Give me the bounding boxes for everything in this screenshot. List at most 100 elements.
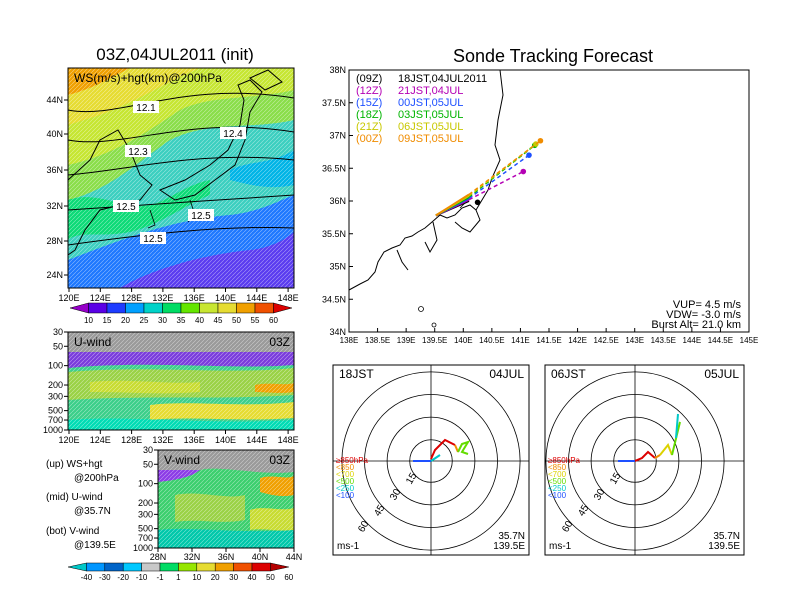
hodo-date: 04JUL bbox=[489, 367, 524, 381]
bottom-colorbar-cell bbox=[141, 562, 161, 572]
map-colorbar-label: 25 bbox=[140, 316, 149, 325]
hodo-ring-label: 30 bbox=[388, 487, 403, 503]
hodo-trace bbox=[675, 413, 679, 439]
hodo-lon: 139.5E bbox=[493, 541, 525, 552]
map-lon-label: 140E bbox=[215, 293, 236, 303]
bottom-colorbar-label: 30 bbox=[229, 573, 238, 582]
track-lat-label: 36N bbox=[329, 196, 346, 206]
hodo-ring-label: 30 bbox=[592, 487, 607, 503]
track-lat-label: 37N bbox=[329, 131, 346, 141]
map-lon-label: 148E bbox=[278, 293, 299, 303]
map-lon-label: 120E bbox=[58, 293, 79, 303]
map-lat-ticks: 44N 40N 36N 32N 28N 24N bbox=[46, 95, 68, 280]
map-colorbar-label: 55 bbox=[251, 316, 260, 325]
map-colorbar-cell bbox=[69, 302, 89, 314]
sonde-drift bbox=[468, 170, 524, 201]
bottom-colorbar-cell bbox=[251, 562, 271, 572]
bottom-colorbar-cell bbox=[214, 562, 234, 572]
hodo-trace bbox=[654, 454, 661, 459]
map-colorbar-cell bbox=[180, 302, 200, 314]
hodo-time: 06JST bbox=[551, 367, 586, 381]
bottom-colorbar-label: 1 bbox=[176, 573, 181, 582]
map-colorbar-label: 35 bbox=[177, 316, 186, 325]
u-x-label: 144E bbox=[246, 435, 267, 445]
map-colorbar-cell bbox=[125, 302, 145, 314]
pressure-label: 500 bbox=[48, 406, 63, 416]
u-panel-label: U-wind bbox=[74, 335, 111, 349]
track-lon-label: 142.5E bbox=[593, 336, 618, 345]
map-lat-label: 40N bbox=[46, 129, 63, 139]
hodo-level-label: <700 bbox=[336, 470, 355, 479]
map-colorbar-cell bbox=[199, 302, 219, 314]
track-lat-label: 38N bbox=[329, 65, 346, 75]
pressure-label: 200 bbox=[48, 380, 63, 390]
pressure-label: 30 bbox=[143, 445, 153, 455]
v-panel-time: 03Z bbox=[269, 453, 290, 467]
contour-label-2: 12.3 bbox=[128, 147, 148, 158]
map-colorbar-label: 50 bbox=[232, 316, 241, 325]
hodo-frame bbox=[544, 364, 745, 556]
bottom-colorbar-label: 10 bbox=[192, 573, 201, 582]
track-lat-label: 34.5N bbox=[322, 294, 346, 304]
contour-label-5: 12.5 bbox=[143, 234, 163, 245]
hodo-trace bbox=[430, 438, 456, 460]
track-lon-label: 138.5E bbox=[365, 336, 390, 345]
sonde-drift bbox=[468, 140, 541, 196]
pressure-label: 300 bbox=[138, 509, 153, 519]
tracking-legend: (09Z) 18JST,04JUL2011 (12Z) 21JST,04JUL (15Z… bbox=[356, 73, 487, 145]
hodo-level-label: <500 bbox=[548, 477, 567, 486]
map-lon-label: 144E bbox=[246, 293, 267, 303]
track-lon-label: 138E bbox=[340, 336, 359, 345]
map-colorbar-cell bbox=[236, 302, 256, 314]
track-lat-label: 34N bbox=[329, 327, 346, 337]
track-lon-label: 141E bbox=[511, 336, 530, 345]
track-lon-label: 141.5E bbox=[536, 336, 561, 345]
sonde-drift bbox=[468, 143, 537, 197]
legend-time: 03JST,05JUL bbox=[398, 109, 463, 121]
v-x-ticks: 28N 32N 36N 40N 44N bbox=[150, 548, 303, 562]
v-x-label: 28N bbox=[150, 552, 167, 562]
map-lon-label: 136E bbox=[184, 293, 205, 303]
legend-time: 09JST,05JUL bbox=[398, 133, 463, 145]
map-colorbar-label: 40 bbox=[195, 316, 204, 325]
bottom-colorbar-cell bbox=[67, 562, 87, 572]
contour-label-1: 12.4 bbox=[223, 129, 243, 140]
sonde-tracks bbox=[435, 137, 544, 217]
wind-speed-map: 12.1 12.4 12.3 12.5 12.5 12.5 WS(m/s)+hg… bbox=[67, 67, 295, 289]
pressure-label: 50 bbox=[143, 459, 153, 469]
sonde-endpoint bbox=[474, 199, 481, 206]
vdw-text: VDW= -3.0 m/s bbox=[666, 309, 741, 321]
bottom-colorbar-cell bbox=[233, 562, 253, 572]
contour-labels: 12.1 12.4 12.3 12.5 12.5 12.5 bbox=[113, 101, 246, 245]
hodo-level-label: <700 bbox=[548, 470, 567, 479]
hodo-level-label: <500 bbox=[336, 477, 355, 486]
hodo-level-label: <250 bbox=[548, 484, 567, 493]
tracking-title: Sonde Tracking Forecast bbox=[453, 46, 653, 66]
note-up-2: @200hPa bbox=[74, 473, 119, 484]
map-label: WS(m/s)+hgt(km)@200hPa bbox=[74, 71, 222, 85]
u-x-label: 120E bbox=[58, 435, 79, 445]
map-colorbar-label: 20 bbox=[121, 316, 130, 325]
tracking-params: VUP= 4.5 m/s VDW= -3.0 m/s Burst Alt= 21… bbox=[651, 299, 741, 331]
track-lon-label: 144E bbox=[683, 336, 702, 345]
panel-notes: (up) WS+hgt @200hPa (mid) U-wind @35.7N … bbox=[46, 459, 119, 551]
legend-code: (18Z) bbox=[356, 109, 382, 121]
hodo-unit: ms-1 bbox=[337, 541, 360, 552]
pressure-label: 1000 bbox=[43, 425, 63, 435]
legend-time: 06JST,05JUL bbox=[398, 121, 463, 133]
track-lon-label: 139E bbox=[397, 336, 416, 345]
legend-time: 18JST,04JUL2011 bbox=[398, 73, 487, 85]
map-colorbar-label: 10 bbox=[84, 316, 93, 325]
map-colorbar-cell bbox=[217, 302, 237, 314]
track-lat-ticks: 38N 37.5N 37N 36.5N 36N 35.5N 35N 34.5N 34N bbox=[322, 65, 353, 337]
v-x-label: 44N bbox=[286, 552, 303, 562]
contour-label-0: 12.1 bbox=[136, 103, 156, 114]
hodo-trace bbox=[634, 450, 656, 462]
bottom-colorbar-label: -20 bbox=[117, 573, 129, 582]
u-x-label: 124E bbox=[90, 435, 111, 445]
track-lat-label: 36.5N bbox=[322, 163, 346, 173]
pressure-label: 200 bbox=[138, 498, 153, 508]
